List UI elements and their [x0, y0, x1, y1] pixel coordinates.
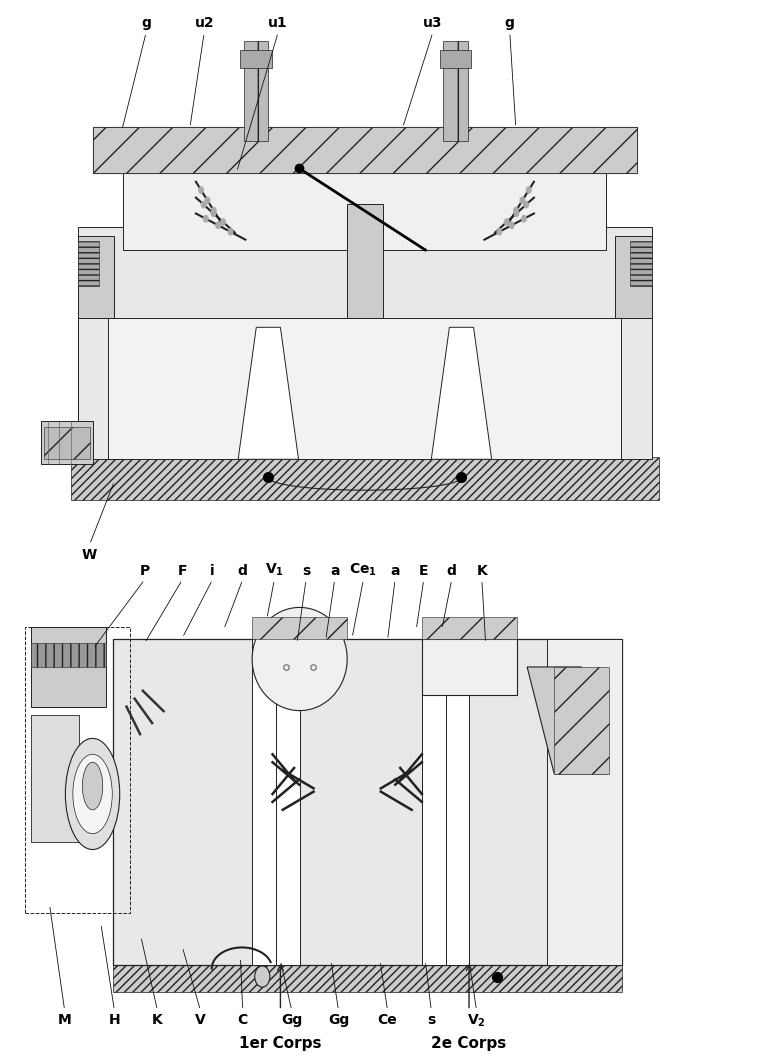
Polygon shape: [432, 328, 492, 460]
Bar: [240, 50, 272, 68]
Text: d: d: [447, 564, 457, 578]
Text: K: K: [152, 1013, 163, 1027]
Circle shape: [527, 187, 531, 194]
Bar: [24, 628, 130, 913]
Bar: [616, 236, 651, 318]
Text: $\mathregular{Ce_1}$: $\mathregular{Ce_1}$: [350, 561, 377, 578]
Ellipse shape: [252, 608, 347, 711]
Bar: [71, 458, 659, 500]
Text: H: H: [109, 1013, 120, 1027]
Bar: [44, 427, 90, 459]
Bar: [109, 314, 622, 460]
Bar: [78, 228, 651, 318]
Text: V: V: [195, 1013, 206, 1027]
Text: s: s: [302, 564, 310, 578]
Ellipse shape: [82, 762, 103, 810]
Polygon shape: [238, 328, 299, 460]
Circle shape: [228, 229, 233, 235]
Text: P: P: [140, 564, 150, 578]
Bar: [113, 965, 622, 993]
Text: K: K: [477, 564, 487, 578]
Text: Gg: Gg: [281, 1013, 302, 1027]
Circle shape: [497, 229, 502, 235]
Circle shape: [211, 211, 216, 216]
Bar: [252, 639, 276, 965]
Ellipse shape: [65, 738, 120, 849]
Bar: [631, 240, 651, 286]
Circle shape: [205, 197, 210, 203]
Circle shape: [211, 207, 216, 214]
Text: M: M: [58, 1013, 71, 1027]
Bar: [31, 628, 106, 706]
Bar: [445, 639, 470, 965]
Bar: [123, 159, 606, 250]
Bar: [422, 639, 517, 695]
Text: i: i: [211, 564, 215, 578]
Bar: [443, 40, 467, 140]
Text: u2: u2: [195, 16, 214, 30]
Bar: [78, 236, 115, 318]
Text: d: d: [238, 564, 248, 578]
Polygon shape: [527, 667, 609, 775]
Text: g: g: [505, 16, 515, 30]
Bar: [78, 240, 100, 286]
Text: $\mathregular{V_1}$: $\mathregular{V_1}$: [265, 561, 284, 578]
Circle shape: [204, 216, 208, 222]
Text: F: F: [178, 564, 187, 578]
Text: s: s: [427, 1013, 435, 1027]
Circle shape: [199, 187, 203, 194]
Bar: [93, 127, 637, 172]
Circle shape: [522, 216, 526, 222]
Bar: [422, 617, 517, 639]
Circle shape: [515, 211, 519, 216]
Bar: [93, 127, 637, 172]
Text: Ce: Ce: [378, 1013, 397, 1027]
Bar: [31, 715, 79, 842]
Text: g: g: [141, 16, 151, 30]
Text: Gg: Gg: [328, 1013, 349, 1027]
Bar: [78, 268, 651, 460]
Text: u3: u3: [423, 16, 442, 30]
Circle shape: [216, 222, 220, 229]
Bar: [547, 639, 622, 965]
Circle shape: [514, 207, 518, 214]
Text: a: a: [330, 564, 340, 578]
Bar: [276, 639, 299, 965]
Circle shape: [505, 219, 509, 226]
Bar: [439, 50, 471, 68]
Bar: [422, 639, 445, 965]
Circle shape: [201, 201, 206, 207]
Bar: [31, 643, 106, 667]
Bar: [244, 40, 268, 140]
Bar: [347, 204, 383, 318]
Text: 2e Corps: 2e Corps: [432, 1035, 507, 1050]
Ellipse shape: [73, 754, 112, 834]
Text: C: C: [238, 1013, 248, 1027]
Bar: [40, 421, 93, 464]
Bar: [113, 639, 622, 965]
Text: E: E: [419, 564, 429, 578]
Circle shape: [524, 201, 528, 207]
Text: W: W: [82, 548, 97, 562]
Text: $\mathregular{V_2}$: $\mathregular{V_2}$: [467, 1013, 486, 1029]
Circle shape: [520, 197, 524, 203]
Circle shape: [221, 219, 225, 226]
Bar: [252, 617, 347, 639]
Text: u1: u1: [268, 16, 288, 30]
Text: 1er Corps: 1er Corps: [239, 1035, 321, 1050]
Circle shape: [255, 966, 270, 987]
Bar: [554, 667, 609, 775]
Text: a: a: [391, 564, 400, 578]
Circle shape: [509, 222, 514, 229]
